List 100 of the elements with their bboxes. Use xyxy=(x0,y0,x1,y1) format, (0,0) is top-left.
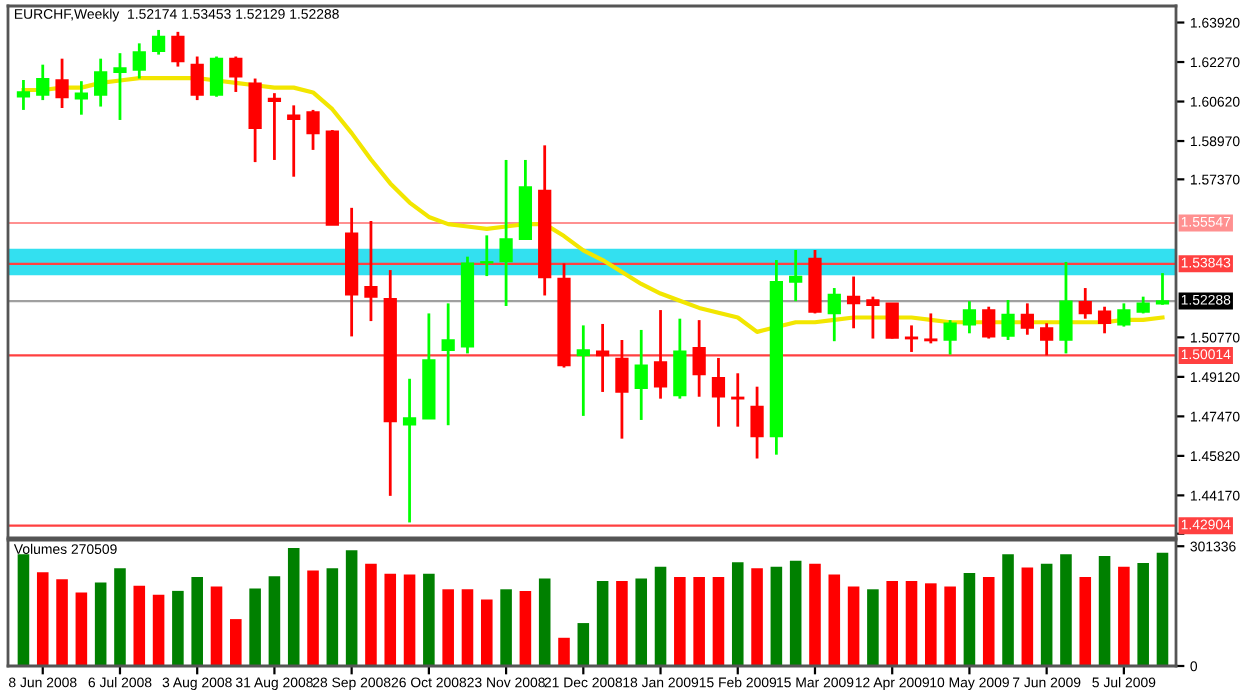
bar xyxy=(1079,576,1092,666)
candlestick xyxy=(885,301,899,340)
bar xyxy=(558,637,570,666)
bar xyxy=(596,580,609,666)
bar xyxy=(210,586,223,666)
bar xyxy=(287,547,300,666)
candlestick xyxy=(499,158,513,308)
candlestick xyxy=(16,78,31,112)
candlestick xyxy=(132,41,146,80)
bar xyxy=(616,580,628,666)
bar xyxy=(461,589,474,666)
bar xyxy=(326,568,339,666)
candlestick xyxy=(402,377,417,524)
bar xyxy=(500,589,512,666)
candlestick xyxy=(789,248,803,303)
candlestick xyxy=(634,328,648,422)
bar xyxy=(152,594,165,666)
bar xyxy=(538,578,551,666)
bar xyxy=(1040,563,1053,666)
bar xyxy=(230,619,242,666)
bar xyxy=(519,590,532,666)
bar xyxy=(770,566,783,666)
bar xyxy=(191,576,203,666)
candlestick xyxy=(1001,298,1015,342)
bar xyxy=(1118,566,1130,666)
candlestick xyxy=(692,318,706,399)
bar xyxy=(172,590,184,666)
candlestick xyxy=(287,103,301,179)
bar xyxy=(133,585,146,666)
bar xyxy=(577,623,590,666)
bar xyxy=(1137,563,1149,666)
bar xyxy=(654,566,667,666)
candlestick xyxy=(943,318,957,356)
bar xyxy=(249,588,261,666)
candlestick xyxy=(595,322,610,394)
candlestick xyxy=(1097,305,1112,335)
candlestick xyxy=(36,63,50,102)
candlestick xyxy=(924,312,938,345)
candlestick xyxy=(576,324,590,418)
bar xyxy=(847,586,860,666)
bar xyxy=(56,579,68,666)
candlestick xyxy=(171,30,185,68)
candlestick xyxy=(248,77,262,164)
bar xyxy=(1156,552,1169,666)
bar xyxy=(635,578,648,666)
candlestick xyxy=(1155,271,1170,307)
bar xyxy=(674,576,686,666)
candlestick xyxy=(1059,260,1073,355)
bar xyxy=(1098,555,1111,666)
bar xyxy=(731,562,744,666)
candlestick xyxy=(55,57,69,110)
candlestick xyxy=(267,91,282,162)
candlestick xyxy=(190,55,204,102)
candlestick xyxy=(866,295,880,340)
bar xyxy=(905,580,918,666)
bar xyxy=(751,568,763,666)
candlestick xyxy=(615,338,629,441)
bar xyxy=(789,560,802,666)
bar xyxy=(712,576,725,666)
candlestick xyxy=(1020,301,1034,337)
bar xyxy=(867,589,879,666)
bar xyxy=(886,580,898,666)
candlestick xyxy=(209,55,224,99)
bar xyxy=(963,572,976,666)
bar xyxy=(693,576,705,666)
bar xyxy=(17,554,30,666)
candlestick xyxy=(962,299,977,335)
candlestick xyxy=(441,301,455,427)
candlestick xyxy=(653,308,668,401)
bar xyxy=(403,574,416,666)
candlestick xyxy=(827,286,841,343)
bar xyxy=(1002,554,1014,666)
bar xyxy=(268,576,281,666)
bar xyxy=(36,572,49,666)
bar xyxy=(114,568,126,666)
candlestick xyxy=(306,108,320,152)
bar xyxy=(94,582,107,666)
candlestick xyxy=(1078,286,1092,321)
bar xyxy=(925,583,937,666)
candlestick xyxy=(711,356,726,429)
candlestick xyxy=(982,305,996,340)
bar xyxy=(1060,554,1072,666)
bar xyxy=(1021,567,1034,666)
bar xyxy=(442,589,454,666)
candlestick xyxy=(364,219,378,323)
candlestick xyxy=(750,385,764,460)
candlestick xyxy=(480,233,494,278)
bar xyxy=(982,576,995,666)
candlestick xyxy=(673,317,687,401)
candlestick xyxy=(113,51,127,122)
candlestick xyxy=(846,275,861,330)
bar xyxy=(809,563,821,666)
candlestick xyxy=(1117,301,1131,328)
candlestick xyxy=(94,57,108,108)
bar xyxy=(307,570,319,666)
bar xyxy=(423,573,435,666)
bar xyxy=(365,563,377,666)
bar xyxy=(944,586,956,666)
candlestick xyxy=(229,55,243,94)
candlestick xyxy=(151,28,166,56)
